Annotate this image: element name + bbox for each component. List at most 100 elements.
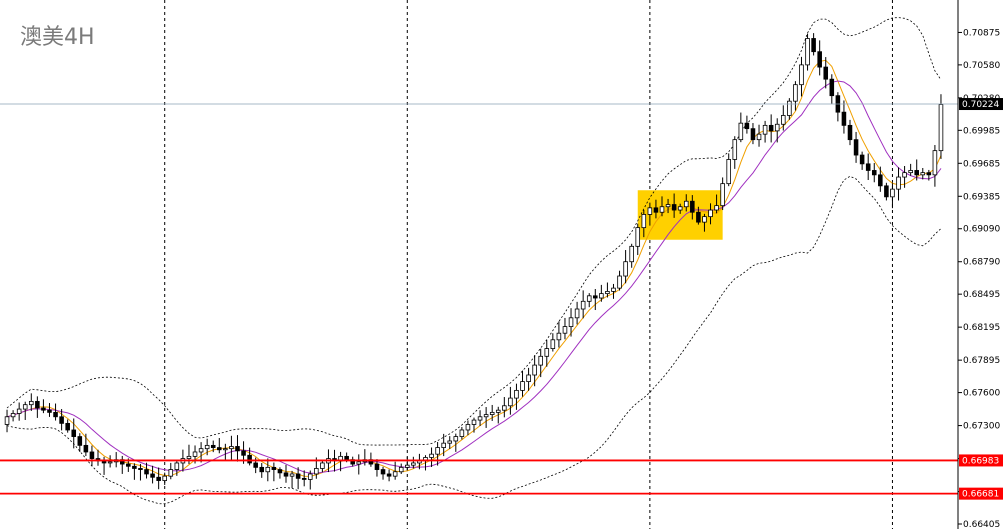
candle-body bbox=[471, 419, 477, 425]
candle-body bbox=[71, 429, 77, 437]
candle-body bbox=[605, 291, 610, 295]
candle-body bbox=[580, 300, 586, 310]
candle-body bbox=[847, 124, 853, 141]
candle-body bbox=[107, 461, 113, 464]
candle-body bbox=[932, 150, 938, 176]
candle-body bbox=[878, 174, 883, 187]
candle-body bbox=[204, 444, 210, 450]
candle-body bbox=[489, 411, 495, 415]
candle-body bbox=[47, 409, 52, 413]
candle-body bbox=[392, 471, 398, 477]
candle-body bbox=[593, 295, 598, 299]
candle-body bbox=[884, 185, 889, 198]
candle-body bbox=[623, 261, 628, 277]
tick-label: 0.70580 bbox=[963, 61, 1000, 71]
candle-body bbox=[144, 469, 149, 475]
bollinger-layer bbox=[6, 17, 942, 505]
bollinger-upper bbox=[6, 17, 942, 446]
candle-body bbox=[380, 469, 386, 475]
candle-body bbox=[671, 204, 677, 211]
candle-body bbox=[441, 442, 446, 448]
moving-average-line bbox=[6, 59, 942, 477]
candle-body bbox=[890, 188, 895, 198]
candle-body bbox=[677, 206, 683, 211]
candle-body bbox=[65, 422, 70, 431]
candle-body bbox=[762, 124, 768, 135]
candle-body bbox=[514, 389, 519, 399]
candle-body bbox=[10, 413, 16, 418]
candle-body bbox=[829, 78, 835, 97]
candle-body bbox=[453, 436, 459, 442]
candle-body bbox=[768, 124, 774, 132]
candle-body bbox=[168, 469, 174, 477]
candle-body bbox=[599, 293, 604, 299]
candle-body bbox=[611, 287, 616, 292]
candle-body bbox=[635, 227, 641, 247]
candle-body bbox=[817, 51, 822, 68]
candle-body bbox=[787, 100, 792, 116]
candle-body bbox=[853, 139, 859, 156]
candle-body bbox=[53, 411, 58, 418]
candle-body bbox=[235, 446, 240, 452]
candle-body bbox=[156, 476, 161, 481]
candle-body bbox=[714, 205, 719, 211]
candle-body bbox=[896, 176, 901, 190]
candle-body bbox=[77, 436, 83, 446]
candle-body bbox=[538, 355, 543, 366]
tick-label: 0.70875 bbox=[963, 28, 1000, 38]
candle-body bbox=[732, 139, 738, 160]
candle-body bbox=[805, 38, 810, 66]
candle-body bbox=[247, 454, 252, 464]
candle-body bbox=[465, 424, 471, 431]
candle-body bbox=[653, 207, 659, 213]
candle-body bbox=[781, 115, 786, 125]
candle-body bbox=[696, 211, 701, 223]
candle-body bbox=[89, 451, 95, 459]
candle-body bbox=[823, 66, 829, 80]
moving-average-layer bbox=[6, 59, 942, 477]
candle-body bbox=[223, 448, 228, 451]
candle-body bbox=[447, 440, 453, 444]
candle-body bbox=[271, 466, 277, 470]
candle-body bbox=[871, 170, 877, 176]
candle-body bbox=[665, 204, 671, 208]
candle-body bbox=[277, 469, 283, 474]
candle-body bbox=[314, 468, 319, 475]
candle-body bbox=[495, 409, 501, 413]
candle-body bbox=[241, 450, 246, 456]
candle-body bbox=[253, 462, 258, 468]
candle-body bbox=[544, 348, 550, 357]
bollinger-lower bbox=[6, 175, 942, 505]
candle-body bbox=[405, 464, 410, 468]
current-price-label: 0.70224 bbox=[962, 100, 999, 110]
candle-body bbox=[811, 38, 816, 53]
candle-body bbox=[532, 364, 537, 376]
candle-body bbox=[283, 472, 289, 477]
candle-body bbox=[902, 172, 907, 178]
candle-body bbox=[229, 446, 234, 450]
candle-body bbox=[920, 172, 926, 176]
candle-body bbox=[186, 455, 192, 459]
candle-body bbox=[29, 400, 34, 406]
candle-body bbox=[344, 455, 349, 461]
candle-body bbox=[22, 404, 28, 410]
candle-body bbox=[690, 200, 695, 213]
tick-label: 0.67895 bbox=[963, 356, 1000, 366]
candle-body bbox=[726, 159, 731, 185]
chart-title: 澳美4H bbox=[20, 25, 95, 50]
candle-body bbox=[289, 473, 295, 477]
candle-body bbox=[793, 84, 798, 102]
candle-body bbox=[174, 462, 180, 470]
candle-body bbox=[307, 473, 313, 480]
candle-body bbox=[926, 172, 932, 176]
level-price-tag bbox=[959, 487, 1003, 500]
candle-body bbox=[35, 400, 40, 409]
candle-body bbox=[708, 209, 713, 218]
candle-body bbox=[59, 416, 64, 424]
candle-body bbox=[192, 451, 198, 457]
candle-body bbox=[411, 462, 416, 466]
candle-body bbox=[568, 317, 574, 328]
candle-body bbox=[162, 475, 167, 481]
candle-body bbox=[301, 477, 307, 480]
